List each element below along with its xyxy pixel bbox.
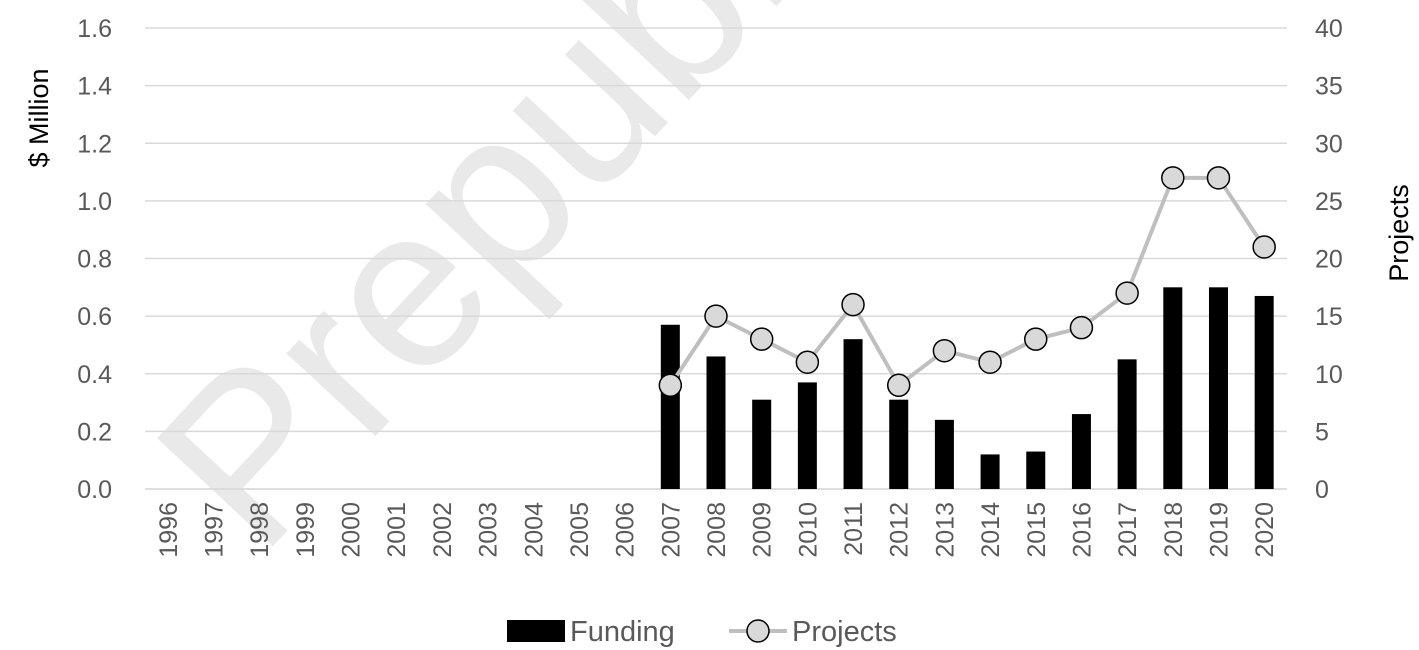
right-tick-label: 15 bbox=[1315, 303, 1343, 331]
x-tick-label: 2005 bbox=[566, 502, 594, 558]
projects-marker bbox=[795, 350, 820, 374]
left-tick-label: 0.8 bbox=[77, 246, 112, 274]
left-tick-label: 0.6 bbox=[77, 303, 112, 331]
x-tick-label: 2001 bbox=[383, 502, 411, 558]
funding-bar bbox=[706, 356, 726, 489]
funding-bar bbox=[1254, 295, 1274, 489]
projects-marker bbox=[1206, 166, 1231, 190]
x-tick-label: 2018 bbox=[1160, 502, 1188, 558]
projects-marker bbox=[1252, 235, 1276, 259]
right-tick-label: 10 bbox=[1315, 361, 1343, 389]
projects-marker bbox=[841, 292, 865, 317]
funding-bar bbox=[1208, 287, 1228, 489]
x-tick-label: 1998 bbox=[246, 502, 274, 558]
x-tick-label: 2020 bbox=[1251, 502, 1279, 558]
x-tick-label: 2012 bbox=[886, 502, 914, 558]
right-tick-label: 25 bbox=[1315, 188, 1343, 216]
legend-funding-label: Funding bbox=[570, 616, 675, 648]
x-tick-label: 2003 bbox=[475, 502, 503, 558]
x-tick-label: 1996 bbox=[155, 502, 183, 558]
watermark: Prepublication bbox=[108, 0, 1290, 593]
gridlines bbox=[145, 27, 1287, 490]
left-tick-label: 1.4 bbox=[77, 73, 112, 101]
projects-marker bbox=[658, 373, 683, 398]
left-tick-label: 1.2 bbox=[77, 130, 112, 158]
x-tick-label: 2002 bbox=[429, 502, 457, 558]
x-tick-label: 2004 bbox=[520, 502, 548, 558]
right-tick-label: 35 bbox=[1315, 73, 1343, 101]
legend-projects-marker bbox=[746, 619, 770, 643]
projects-marker bbox=[1024, 327, 1048, 351]
x-tick-label: 1999 bbox=[292, 502, 320, 558]
right-tick-label: 5 bbox=[1315, 418, 1329, 446]
projects-marker bbox=[704, 304, 728, 328]
right-tick-label: 20 bbox=[1315, 246, 1343, 274]
legend-projects-label: Projects bbox=[792, 616, 897, 648]
left-tick-label: 0.0 bbox=[77, 476, 112, 504]
funding-bar bbox=[1163, 287, 1183, 489]
funding-bar bbox=[980, 454, 1000, 489]
left-tick-label: 1.6 bbox=[77, 15, 112, 43]
x-tick-label: 2006 bbox=[612, 502, 640, 558]
x-tick-label: 2013 bbox=[931, 502, 959, 558]
funding-bar bbox=[934, 419, 954, 489]
right-axis-ticks: 0 5 10 15 20 25 30 35 40 bbox=[1315, 15, 1343, 504]
funding-bar bbox=[889, 399, 909, 489]
legend-funding-swatch bbox=[507, 620, 565, 642]
left-tick-label: 0.2 bbox=[77, 418, 112, 446]
x-tick-label: 2015 bbox=[1023, 502, 1051, 558]
left-tick-label: 1.0 bbox=[77, 188, 112, 216]
left-tick-label: 0.4 bbox=[77, 361, 112, 389]
funding-bar bbox=[843, 339, 863, 489]
x-tick-label: 2008 bbox=[703, 502, 731, 558]
funding-bar bbox=[1117, 359, 1137, 489]
x-tick-label: 2000 bbox=[338, 502, 366, 558]
x-axis-ticks: 1996 1997 1998 1999 2000 2001 2002 2003 2004 2005… bbox=[155, 502, 1279, 558]
right-tick-label: 30 bbox=[1315, 130, 1343, 158]
right-axis-title: Projects bbox=[1384, 184, 1414, 282]
projects-marker bbox=[886, 373, 911, 398]
x-tick-label: 2010 bbox=[794, 502, 822, 558]
projects-marker bbox=[1069, 315, 1094, 340]
projects-marker bbox=[749, 327, 774, 351]
projects-marker bbox=[978, 350, 1002, 374]
x-tick-label: 2011 bbox=[840, 502, 868, 556]
x-tick-label: 2016 bbox=[1068, 502, 1096, 558]
projects-line bbox=[658, 166, 1276, 398]
projects-marker bbox=[1161, 166, 1185, 190]
projects-marker bbox=[1115, 281, 1139, 305]
funding-bars bbox=[660, 287, 1274, 489]
funding-bar bbox=[752, 399, 772, 489]
legend: Funding Projects bbox=[507, 616, 897, 648]
funding-bar bbox=[1026, 451, 1046, 489]
right-tick-label: 40 bbox=[1315, 15, 1343, 43]
left-axis-title: $ Million bbox=[24, 68, 54, 167]
funding-bar bbox=[797, 382, 817, 489]
funding-bar bbox=[660, 324, 680, 489]
right-tick-label: 0 bbox=[1315, 476, 1329, 504]
funding-bar bbox=[1071, 414, 1091, 489]
left-axis-ticks: 0.0 0.2 0.4 0.6 0.8 1.0 1.2 1.4 1.6 bbox=[77, 15, 112, 504]
x-tick-label: 2007 bbox=[657, 502, 685, 558]
projects-marker bbox=[932, 338, 957, 363]
x-tick-label: 1997 bbox=[201, 502, 229, 558]
x-tick-label: 2014 bbox=[977, 502, 1005, 558]
x-tick-label: 2009 bbox=[749, 502, 777, 558]
x-tick-label: 2017 bbox=[1114, 502, 1142, 558]
x-tick-label: 2019 bbox=[1205, 502, 1233, 558]
